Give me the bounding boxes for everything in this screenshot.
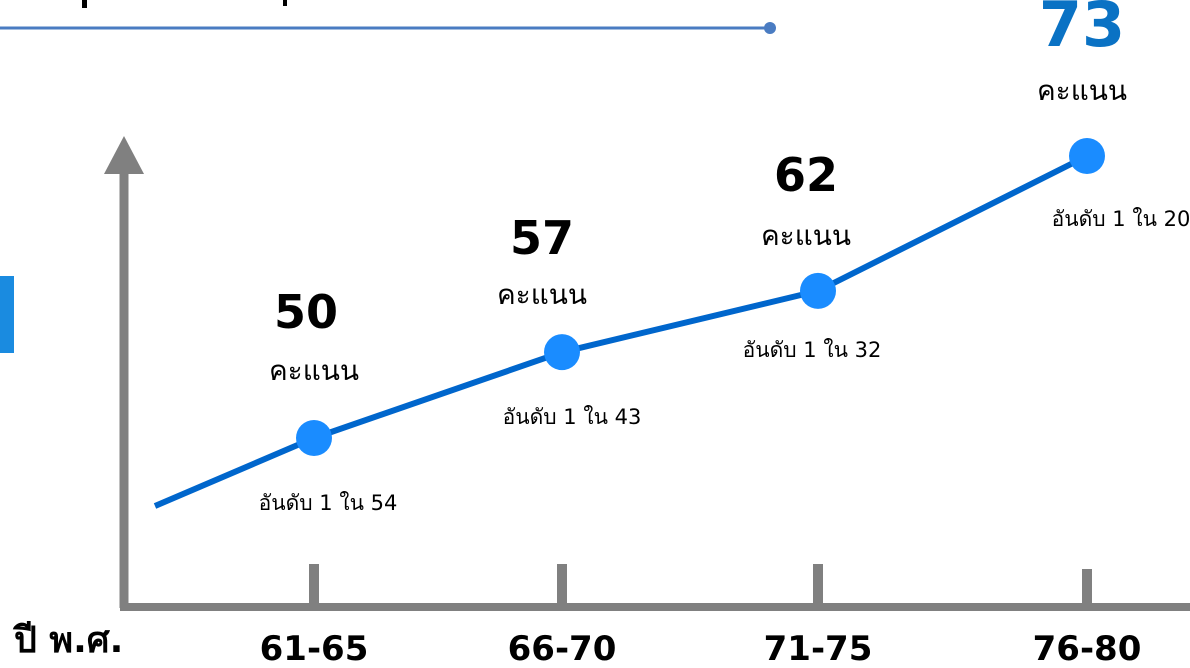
x-tick-mark [1082,569,1092,604]
x-tick-mark [557,564,567,604]
data-label-unit: คะแนน [1037,74,1127,107]
data-label-value: 50 [274,285,338,339]
x-axis-title: ปี พ.ศ. [12,620,123,661]
data-points [296,138,1105,456]
x-tick-label: 61-65 [260,629,369,668]
x-tick-marks [309,564,1092,604]
left-accent-bar [0,276,14,353]
data-point [1069,138,1105,174]
data-label-value: 57 [510,211,574,265]
header-rule-end-dot [764,22,776,34]
axes [104,136,1190,611]
x-tick-mark [309,564,319,604]
data-label-unit: คะแนน [269,354,359,387]
header-rule-fragment-2 [283,0,287,6]
data-label-rank: อันดับ 1 ใน 32 [743,338,882,362]
data-label-value: 73 [1039,0,1125,61]
x-tick-mark [813,564,823,604]
data-label-rank: อันดับ 1 ใน 43 [503,405,642,429]
data-point [800,272,836,309]
x-tick-labels: 61-65 66-70 71-75 76-80 [260,629,1142,668]
x-tick-label: 76-80 [1033,629,1142,668]
header-decoration [0,0,776,34]
header-rule-fragment [82,0,87,8]
data-label-unit: คะแนน [497,278,587,311]
y-axis-arrowhead [104,136,144,174]
x-tick-label: 66-70 [508,629,617,668]
data-label-rank: อันดับ 1 ใน 20 [1052,207,1190,231]
x-tick-label: 71-75 [764,629,873,668]
data-point [296,420,332,456]
data-label-unit: คะแนน [761,219,851,252]
data-label-value: 62 [774,148,838,202]
data-point [544,334,580,371]
data-label-rank: อันดับ 1 ใน 54 [259,491,398,515]
